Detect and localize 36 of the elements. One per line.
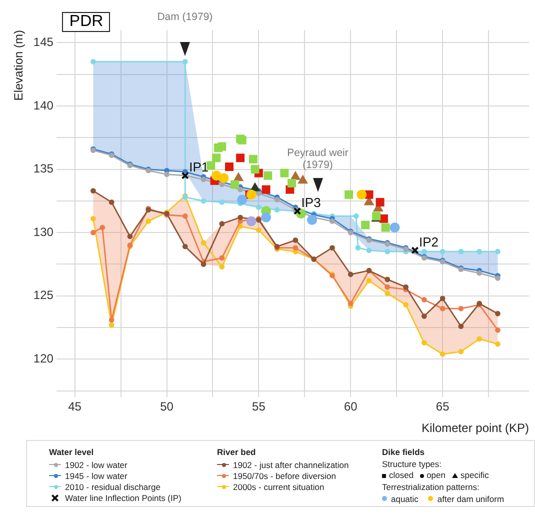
y-tick-label: 140: [33, 98, 54, 112]
text: Water level: [49, 447, 95, 459]
y-tick-label: 130: [33, 224, 54, 239]
legend-label: aquatic: [391, 494, 418, 504]
x-tick-label: 60: [344, 400, 358, 414]
text: Structure types:: [382, 459, 443, 470]
text: River bed: [217, 447, 257, 459]
text: specific: [460, 470, 489, 480]
text: Terrestrialization patterns:: [382, 482, 480, 493]
data-label: IP1: [189, 160, 209, 175]
y-axis-title: Elevation (m): [12, 30, 26, 101]
annotation: Peyraud weir (1979): [286, 146, 350, 171]
text: closed: [388, 470, 414, 480]
text: PDR: [62, 12, 110, 32]
legend-label: 2000s - current situation: [233, 482, 324, 492]
data-label: IP2: [418, 234, 439, 250]
x-axis-title: Kilometer point (KP): [422, 421, 529, 436]
text: open: [426, 470, 446, 480]
x-tick-label: 55: [252, 400, 266, 414]
y-tick-label: 125: [33, 288, 54, 302]
legend-label: 1945 - low water: [65, 470, 128, 480]
text: Dam (1979): [156, 10, 214, 23]
x-tick-label: 65: [436, 400, 450, 414]
x-tick-label: 50: [160, 400, 174, 414]
data-label: IP3: [301, 195, 321, 210]
legend-label: after dam uniform: [437, 494, 504, 504]
y-tick-label: 145: [33, 34, 54, 49]
legend-label: 1902 - low water: [65, 460, 128, 470]
text: Dike fields: [382, 447, 426, 459]
y-tick-label: 135: [33, 162, 54, 176]
legend-label: Water line Inflection Points (IP): [65, 492, 182, 502]
legend-label: 2010 - residual discharge: [65, 482, 160, 492]
y-tick-label: 120: [33, 352, 54, 366]
legend-label: 1950/70s - before diversion: [233, 470, 336, 480]
x-tick-label: 45: [68, 400, 82, 414]
legend-label: 1902 - just after channelization: [233, 460, 349, 470]
